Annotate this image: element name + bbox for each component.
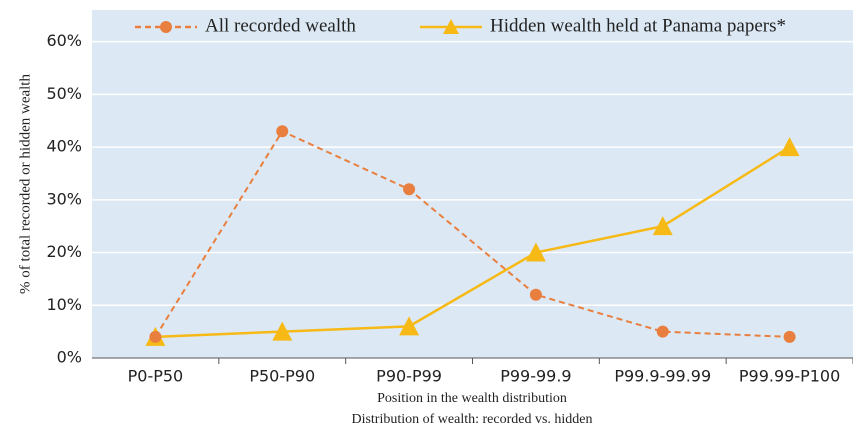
x-tick-label: P99.99-P100 — [739, 367, 840, 386]
chart-title: Distribution of wealth: recorded vs. hid… — [351, 412, 592, 427]
legend-marker — [443, 19, 459, 34]
y-tick-label: 40% — [46, 137, 82, 156]
x-tick-label: P99.9-99.99 — [614, 367, 711, 386]
legend-label: Hidden wealth held at Panama papers* — [490, 15, 786, 36]
point — [525, 242, 546, 262]
plot-area — [92, 10, 853, 358]
x-axis-label: Position in the wealth distribution — [377, 391, 567, 406]
y-tick-label: 20% — [46, 242, 82, 261]
x-tick-label: P50-P90 — [249, 367, 315, 386]
legend-marker — [160, 21, 172, 33]
y-tick-label: 50% — [46, 84, 82, 103]
point — [276, 125, 289, 138]
x-tick-label: P90-P99 — [376, 367, 442, 386]
y-tick-label: 60% — [46, 31, 82, 50]
point — [403, 183, 416, 196]
y-tick-label: 30% — [46, 189, 82, 208]
x-tick-label: P0-P50 — [128, 367, 184, 386]
y-axis-label: % of total recorded or hidden wealth — [17, 74, 33, 294]
y-tick-label: 0% — [57, 348, 82, 367]
grid — [92, 40, 853, 307]
point — [529, 288, 542, 301]
point — [656, 325, 669, 338]
legend-label: All recorded wealth — [205, 15, 356, 36]
point — [779, 137, 800, 157]
point — [149, 330, 162, 343]
series-line — [155, 146, 791, 339]
point — [272, 321, 293, 341]
point — [783, 330, 796, 343]
x-tick-label: P99-99.9 — [500, 367, 571, 386]
y-tick-label: 10% — [46, 295, 82, 314]
point — [399, 316, 420, 336]
series-line — [154, 129, 790, 338]
point — [652, 216, 673, 236]
